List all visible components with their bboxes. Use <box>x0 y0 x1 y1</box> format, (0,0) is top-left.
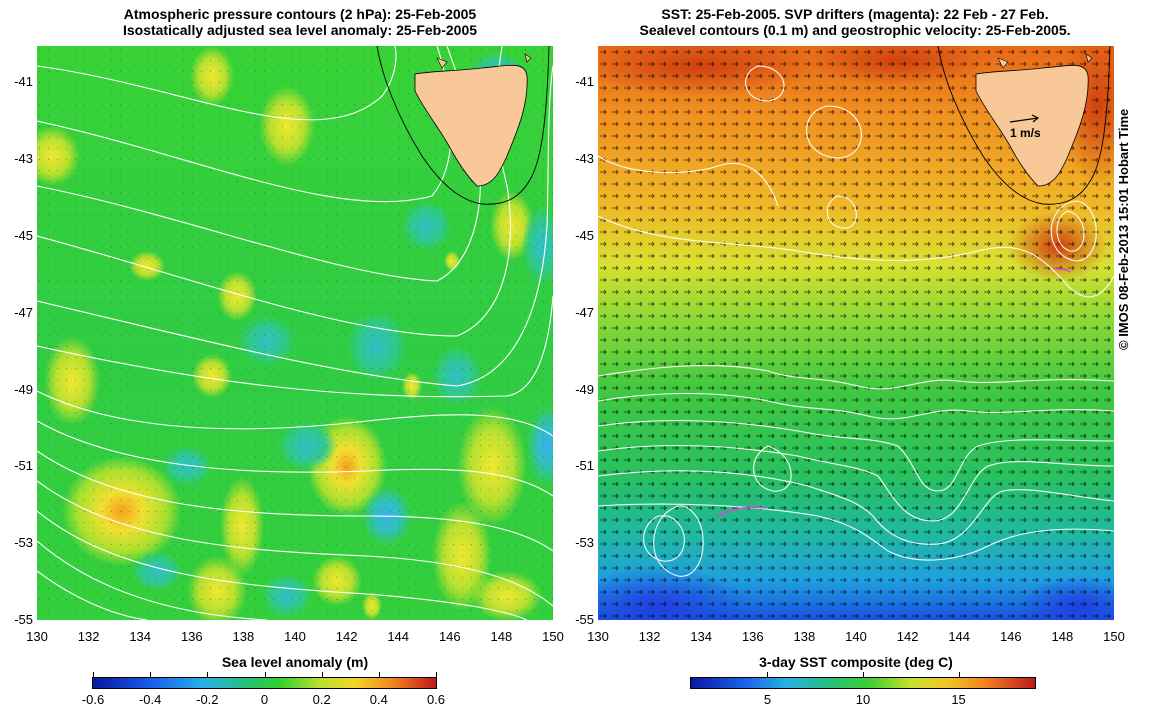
right-lon-tick-150: 150 <box>1103 629 1125 644</box>
left-lon-tick-136: 136 <box>180 629 203 644</box>
right-title-line1: SST: 25-Feb-2005. SVP drifters (magenta)… <box>661 6 1049 22</box>
right-lat-tick--55: -55 <box>575 612 594 627</box>
right-lat-tick--41: -41 <box>575 74 594 90</box>
velocity-scale-arrow: 1 m/s <box>1009 114 1041 140</box>
sla-colorbar-tick-label: 0.4 <box>369 692 388 707</box>
right-lat-tick--51: -51 <box>575 458 594 474</box>
sst-colorbar-tick-label: 15 <box>951 692 966 707</box>
sla-colorbar-tick-mark <box>264 672 266 677</box>
left-lon-tick-130: 130 <box>26 629 48 644</box>
sla-colorbar-tick-label: -0.4 <box>138 692 162 707</box>
sla-colorbar-title: Sea level anomaly (m) <box>221 654 369 670</box>
left-lat-tick--41: -41 <box>14 74 33 90</box>
right-lon-tick-134: 134 <box>690 629 713 644</box>
left-title-line2: Isostatically adjusted sea level anomaly… <box>122 22 478 38</box>
right-lon-tick-138: 138 <box>793 629 816 644</box>
right-lat-tick--53: -53 <box>575 535 594 551</box>
sla-colorbar-tick-label: -0.6 <box>81 692 105 707</box>
right-lon-tick-140: 140 <box>845 629 867 644</box>
left-lat-tick--51: -51 <box>14 458 33 474</box>
sla-colorbar-tick-mark <box>93 672 94 677</box>
sst-map: 1 m/s <box>598 46 1114 620</box>
sla-colorbar-tick-label: -0.2 <box>196 692 219 707</box>
left-lat-tick--43: -43 <box>14 151 33 167</box>
left-lon-tick-150: 150 <box>542 629 564 644</box>
right-lat-tick--43: -43 <box>575 151 594 167</box>
sst-colorbar-tick-label: 5 <box>763 692 772 707</box>
left-lon-tick-132: 132 <box>77 629 100 644</box>
sst-colorbar-tick-mark <box>767 672 769 677</box>
sla-colorbar-tick-label: 0 <box>260 692 269 707</box>
left-lon-tick-140: 140 <box>284 629 306 644</box>
right-lon-tick-136: 136 <box>741 629 764 644</box>
sst-colorbar-title: 3-day SST composite (deg C) <box>759 654 953 670</box>
right-lon-tick-144: 144 <box>948 629 971 644</box>
sst-colorbar-tick-mark <box>863 672 864 677</box>
sla-colorbar-tick-mark <box>436 672 437 677</box>
right-lon-tick-132: 132 <box>638 629 661 644</box>
left-lon-tick-144: 144 <box>387 629 410 644</box>
right-lat-tick--45: -45 <box>575 228 594 244</box>
right-lon-tick-142: 142 <box>896 629 919 644</box>
left-lat-tick--53: -53 <box>14 535 33 551</box>
right-lon-tick-146: 146 <box>999 629 1022 644</box>
sla-colorbar <box>92 677 437 689</box>
tasmania-land-right <box>937 46 1111 205</box>
right-map-title: SST: 25-Feb-2005. SVP drifters (magenta)… <box>590 6 1120 38</box>
velocity-scale-label: 1 m/s <box>1010 126 1041 140</box>
right-lat-tick--49: -49 <box>575 381 594 397</box>
sea-level-contours <box>598 65 1114 577</box>
right-lon-tick-148: 148 <box>1051 629 1074 644</box>
sst-colorbar-tick-label: 10 <box>855 692 871 707</box>
sla-colorbar-tick-label: 0.2 <box>312 692 331 707</box>
right-title-line2: Sealevel contours (0.1 m) and geostrophi… <box>639 22 1071 38</box>
sst-colorbar-tick-mark <box>958 672 960 677</box>
svp-drifter-tracks <box>717 267 1071 517</box>
left-lat-tick--45: -45 <box>14 228 33 244</box>
left-lon-tick-134: 134 <box>129 629 152 644</box>
credit-text: © IMOS 08-Feb-2013 15:01 Hobart Time <box>1116 108 1131 350</box>
sla-colorbar-tick-mark <box>207 672 209 677</box>
sst-colorbar <box>690 677 1036 689</box>
left-lat-tick--55: -55 <box>14 612 33 627</box>
left-lon-tick-142: 142 <box>335 629 358 644</box>
sla-colorbar-tick-mark <box>378 672 380 677</box>
tasmania-land-left <box>376 46 550 205</box>
right-lat-tick--47: -47 <box>575 304 594 320</box>
left-map-title: Atmospheric pressure contours (2 hPa): 2… <box>40 6 560 38</box>
sea-level-anomaly-map <box>37 46 553 620</box>
left-lat-tick--47: -47 <box>14 304 33 320</box>
left-lon-tick-146: 146 <box>438 629 461 644</box>
left-lon-tick-138: 138 <box>232 629 255 644</box>
sla-colorbar-tick-mark <box>321 672 323 677</box>
right-lon-tick-130: 130 <box>587 629 609 644</box>
pressure-contours-southern <box>37 390 553 620</box>
left-title-line1: Atmospheric pressure contours (2 hPa): 2… <box>123 6 477 22</box>
left-lat-tick--49: -49 <box>14 381 33 397</box>
sla-colorbar-tick-mark <box>150 672 152 677</box>
left-lon-tick-148: 148 <box>490 629 513 644</box>
sla-colorbar-tick-label: 0.6 <box>426 692 446 707</box>
